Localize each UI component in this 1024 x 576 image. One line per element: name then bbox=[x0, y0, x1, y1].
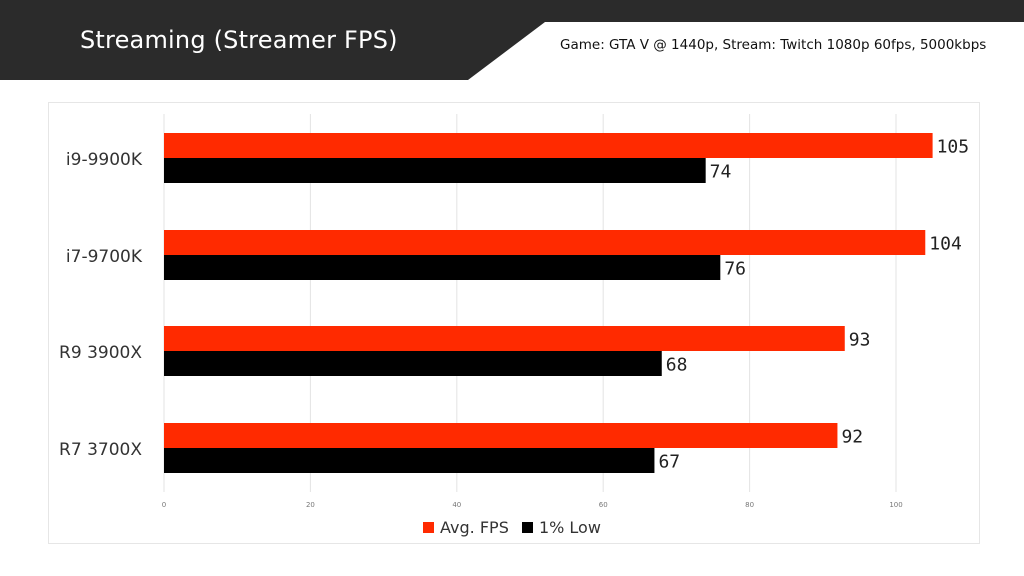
bar-avg-fps bbox=[164, 423, 838, 448]
bar-avg-fps bbox=[164, 133, 933, 158]
x-tick-label: 0 bbox=[162, 501, 166, 509]
chart-subtitle: Game: GTA V @ 1440p, Stream: Twitch 1080… bbox=[560, 37, 987, 53]
bar-avg-fps bbox=[164, 326, 845, 351]
legend-item-low: 1% Low bbox=[521, 518, 601, 537]
bar-one-percent-low bbox=[164, 448, 655, 473]
data-label: 74 bbox=[710, 162, 732, 183]
legend-item-avg: Avg. FPS bbox=[423, 518, 509, 537]
bar-one-percent-low bbox=[164, 158, 706, 183]
legend-label-low: 1% Low bbox=[538, 518, 601, 537]
x-tick-label: 60 bbox=[599, 501, 608, 509]
x-tick-label: 40 bbox=[452, 501, 461, 509]
x-tick-label: 20 bbox=[306, 501, 315, 509]
category-label: R7 3700X bbox=[59, 440, 142, 460]
data-label: 105 bbox=[937, 137, 970, 158]
legend-swatch-avg bbox=[423, 522, 435, 533]
chart-title: Streaming (Streamer FPS) bbox=[80, 26, 398, 54]
category-label: i7-9700K bbox=[66, 247, 143, 267]
data-label: 76 bbox=[724, 259, 746, 280]
legend-swatch-low bbox=[521, 522, 533, 533]
data-label: 104 bbox=[929, 234, 962, 255]
x-tick-label: 100 bbox=[889, 501, 902, 509]
bar-avg-fps bbox=[164, 230, 926, 255]
data-label: 92 bbox=[841, 427, 863, 448]
category-label: R9 3900X bbox=[59, 343, 142, 363]
legend-label-avg: Avg. FPS bbox=[440, 518, 509, 537]
category-label: i9-9900K bbox=[66, 150, 143, 170]
data-label: 67 bbox=[658, 452, 680, 473]
legend: Avg. FPS 1% Low bbox=[0, 518, 1024, 537]
header-bar bbox=[0, 0, 1024, 80]
data-label: 68 bbox=[666, 355, 688, 376]
bar-one-percent-low bbox=[164, 255, 721, 280]
x-tick-label: 80 bbox=[745, 501, 754, 509]
bar-one-percent-low bbox=[164, 351, 662, 376]
data-label: 93 bbox=[849, 330, 871, 351]
